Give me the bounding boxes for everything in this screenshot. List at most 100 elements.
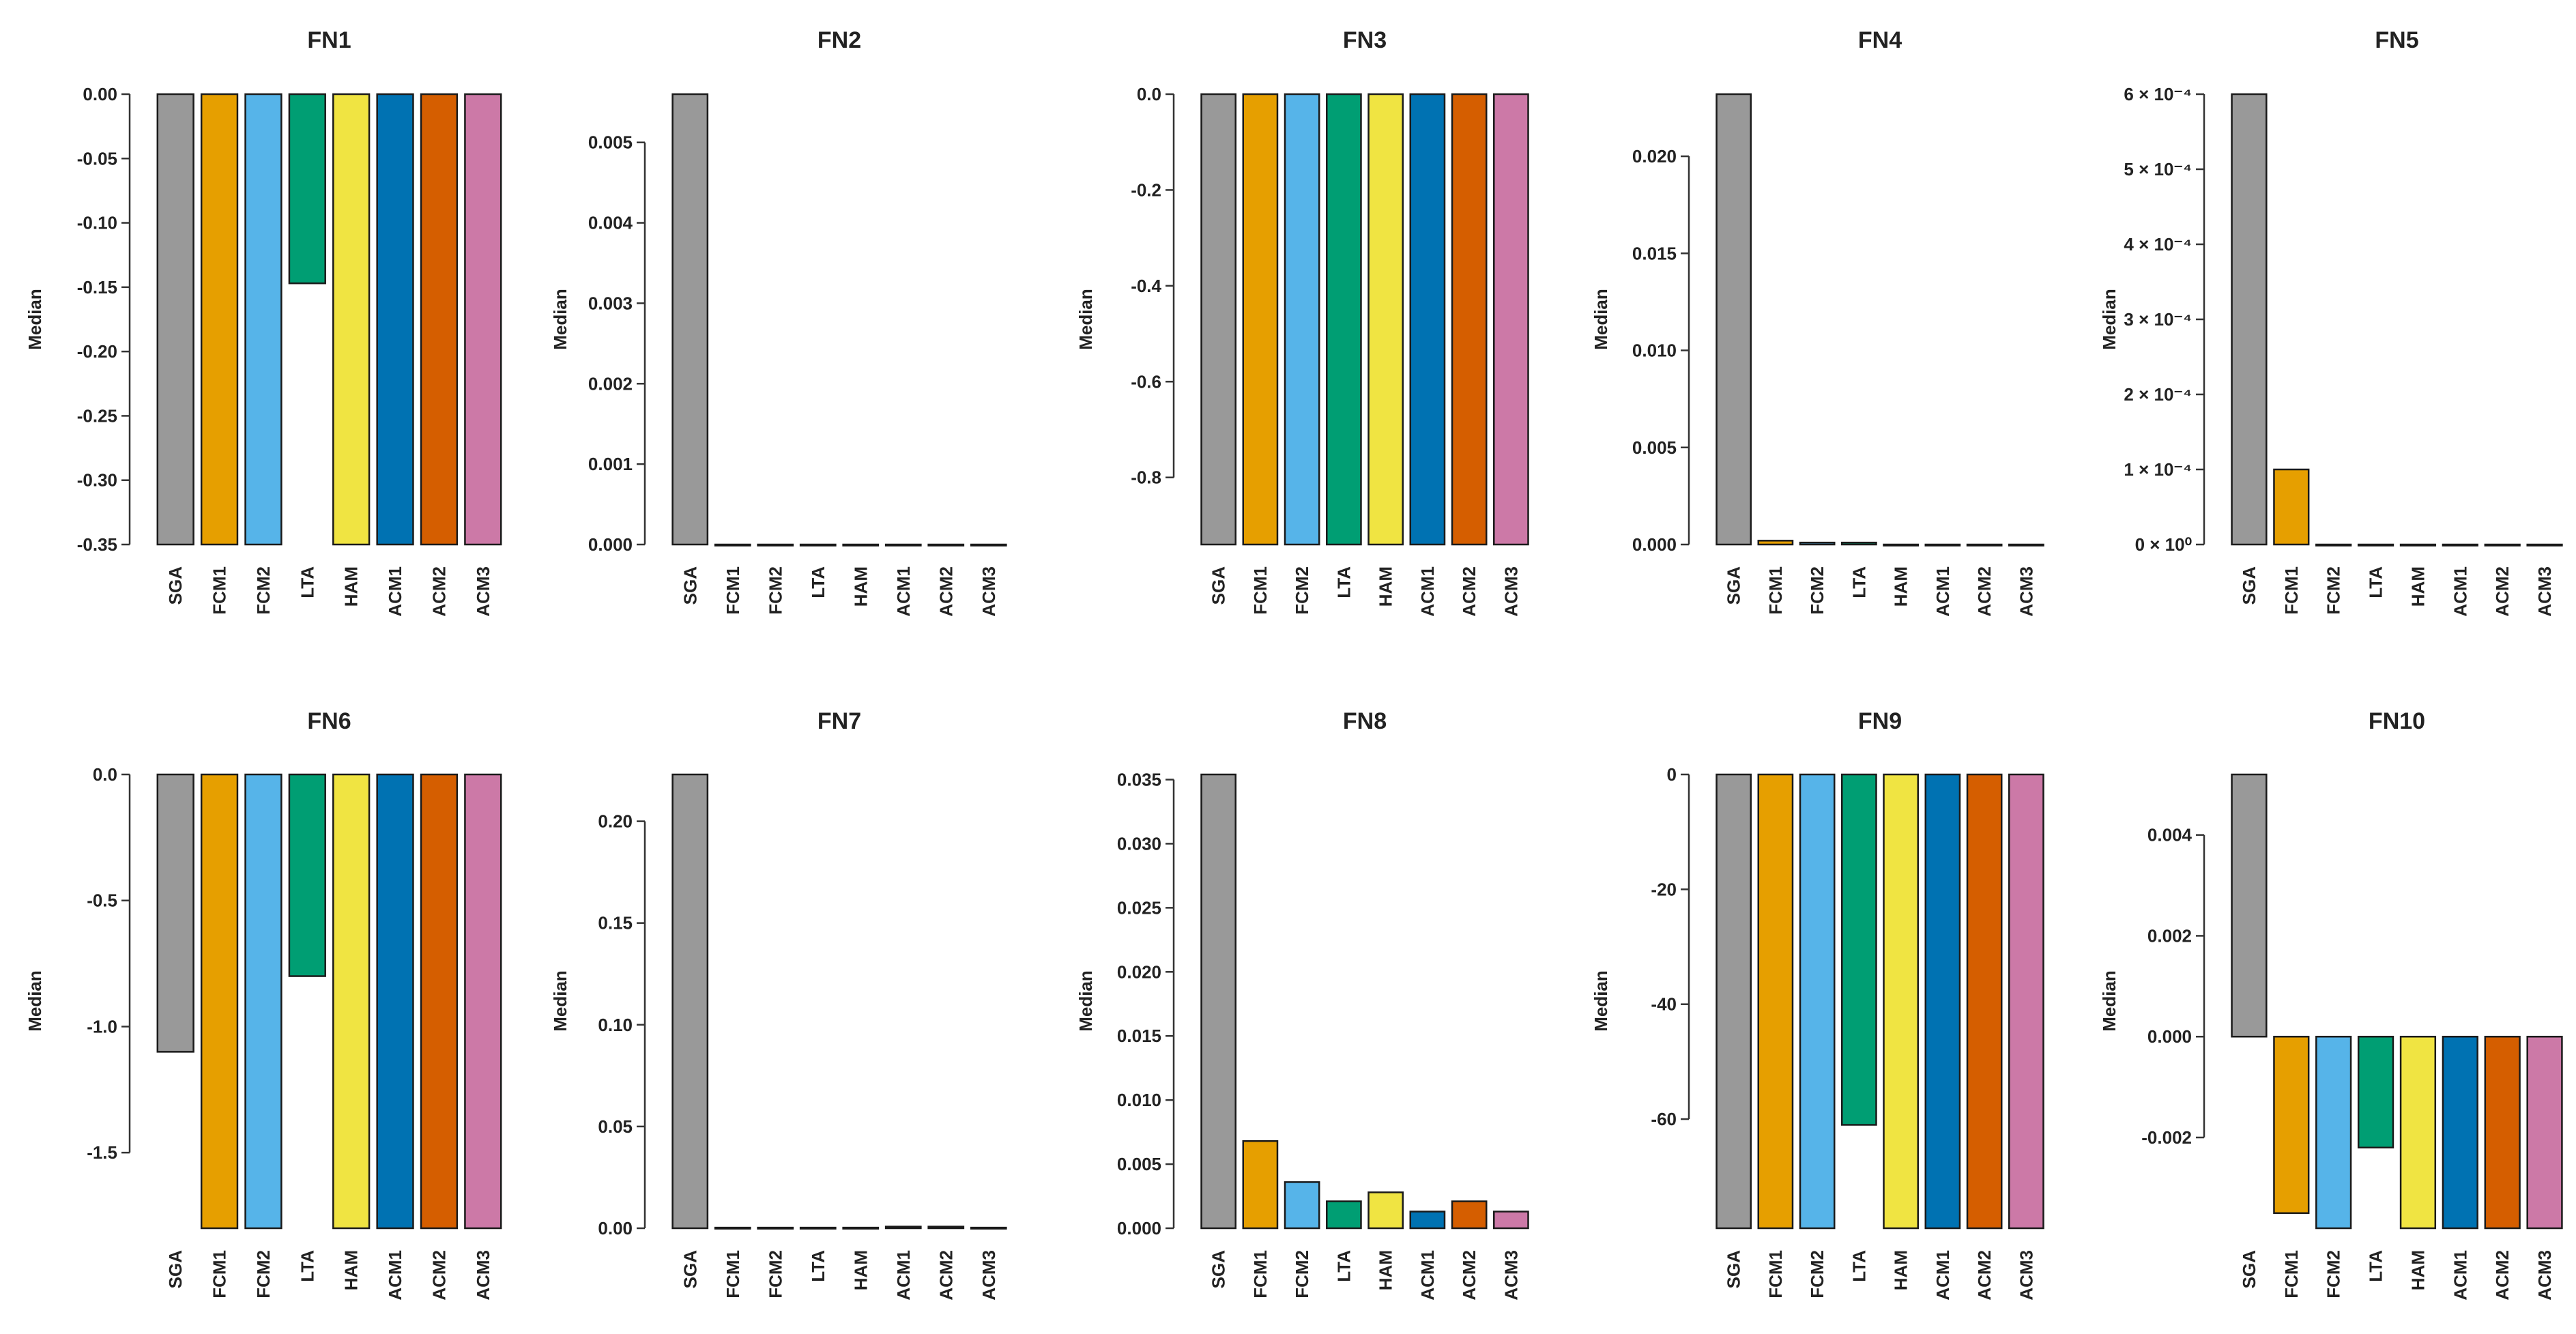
x-tick-label: SGA: [1209, 566, 1229, 605]
bar-acm2: [927, 543, 965, 547]
y-tick-label: 0 × 10⁰: [2135, 534, 2192, 555]
bar-fcm1: [1757, 540, 1794, 546]
bar-acm3: [1493, 93, 1529, 546]
bar-sga: [156, 93, 194, 546]
bar-acm3: [2526, 543, 2563, 547]
x-tick-label: FCM2: [2324, 566, 2344, 615]
x-tick-label: SGA: [2239, 566, 2259, 605]
bar-acm1: [1409, 1210, 1446, 1230]
x-tick-label: FCM2: [2324, 1250, 2344, 1299]
x-tick-label: ACM3: [979, 566, 999, 617]
y-tick-label: 0.000: [2147, 1026, 2192, 1047]
bar-ham: [332, 773, 371, 1230]
x-tick-label: LTA: [1333, 1250, 1354, 1282]
y-tick-label: 0.020: [1117, 961, 1161, 982]
bar-ham: [2399, 543, 2437, 547]
x-tick-label: FCM2: [1292, 1250, 1312, 1299]
bar-lta: [288, 93, 326, 285]
y-tick-label: 0.005: [588, 132, 633, 153]
y-tick-label: 0.002: [588, 373, 633, 394]
x-tick-label: HAM: [341, 1250, 362, 1290]
y-tick-label: 0.004: [588, 213, 633, 233]
chart-title: FN3: [1343, 27, 1387, 53]
bar-lta: [2357, 543, 2394, 547]
bar-fcm2: [1284, 1181, 1320, 1230]
bar-sga: [1200, 93, 1236, 546]
y-axis-label: Median: [1075, 970, 1096, 1032]
bar-acm2: [2484, 1035, 2521, 1230]
x-tick-label: ACM2: [429, 1250, 449, 1301]
x-tick-label: LTA: [2366, 566, 2386, 598]
x-tick-label: ACM3: [2016, 1250, 2036, 1301]
x-tick-label: HAM: [1891, 566, 1911, 607]
y-tick-label: 0.000: [1117, 1218, 1161, 1238]
y-tick-label: 0.010: [1632, 340, 1677, 361]
bar-sga: [671, 773, 709, 1230]
x-tick-label: ACM2: [429, 566, 449, 617]
chart-title: FN7: [817, 708, 861, 734]
x-tick-label: SGA: [165, 566, 186, 605]
x-tick-label: ACM3: [473, 1250, 493, 1301]
x-tick-label: SGA: [2239, 1250, 2259, 1289]
bar-fcm2: [2315, 543, 2352, 547]
y-tick-label: -0.30: [77, 470, 117, 491]
x-tick-label: LTA: [1849, 566, 1869, 598]
bar-sga: [2231, 773, 2268, 1038]
y-tick-label: 0.000: [588, 534, 633, 555]
bar-lta: [2357, 1035, 2394, 1149]
y-tick-label: 4 × 10⁻⁴: [2124, 234, 2192, 255]
x-tick-label: ACM2: [936, 1250, 956, 1301]
x-tick-label: ACM1: [385, 1250, 405, 1301]
x-tick-label: ACM2: [1974, 566, 1995, 617]
bar-acm2: [1451, 1200, 1488, 1230]
chart-title: FN8: [1343, 708, 1387, 734]
y-tick-label: 0.030: [1117, 833, 1161, 854]
bar-acm3: [2526, 1035, 2563, 1230]
bar-ham: [1367, 1191, 1404, 1230]
x-tick-label: FCM2: [1807, 566, 1827, 615]
x-tick-label: ACM3: [2534, 1250, 2555, 1301]
y-tick-label: -0.35: [77, 534, 117, 555]
x-tick-label: ACM2: [1459, 1250, 1479, 1301]
bar-acm1: [2442, 543, 2478, 547]
y-tick-label: 0.001: [588, 454, 633, 474]
y-tick-label: -0.002: [2141, 1127, 2192, 1148]
bar-fcm2: [1284, 93, 1320, 546]
x-tick-label: FCM2: [765, 566, 785, 615]
y-tick-label: -0.8: [1131, 467, 1161, 488]
bar-acm2: [1451, 93, 1488, 546]
x-tick-label: ACM2: [936, 566, 956, 617]
x-tick-label: HAM: [850, 1250, 871, 1290]
x-tick-label: HAM: [2407, 566, 2428, 607]
y-axis-label: Median: [1075, 289, 1096, 350]
bar-lta: [799, 1226, 837, 1230]
y-tick-label: 0.00: [83, 84, 117, 104]
bar-ham: [842, 1226, 880, 1230]
bar-lta: [1841, 541, 1877, 546]
panel-fn6: FN6 Median 0.0 -0.5 -1.0 -1.5 SGA FCM1 FCM2 LTA HA…: [25, 708, 502, 1301]
bar-sga: [1716, 773, 1752, 1230]
bar-ham: [332, 93, 371, 546]
y-tick-label: 0.010: [1117, 1090, 1161, 1110]
chart-title: FN5: [2375, 27, 2418, 53]
x-tick-label: ACM3: [1501, 566, 1521, 617]
bar-lta: [1326, 1200, 1362, 1230]
bar-fcm2: [1799, 773, 1836, 1230]
y-axis-label: Median: [2099, 289, 2119, 350]
y-tick-label: 0.0: [93, 764, 117, 785]
bar-acm2: [2484, 543, 2521, 547]
chart-title: FN6: [307, 708, 351, 734]
x-tick-label: ACM1: [2450, 566, 2470, 617]
bar-acm3: [464, 93, 502, 546]
y-tick-label: 0.15: [598, 913, 633, 933]
x-tick-label: LTA: [808, 1250, 828, 1282]
x-tick-label: ACM1: [1933, 1250, 1953, 1301]
y-tick-label: 0.005: [1117, 1154, 1161, 1174]
bar-ham: [1883, 773, 1919, 1230]
y-tick-label: 0.00: [598, 1218, 633, 1238]
y-tick-label: 0.004: [2147, 825, 2193, 845]
x-tick-label: FCM1: [2281, 1250, 2302, 1299]
bar-acm1: [2442, 1035, 2478, 1230]
chart-title: FN4: [1858, 27, 1902, 53]
x-tick-label: HAM: [341, 566, 362, 607]
